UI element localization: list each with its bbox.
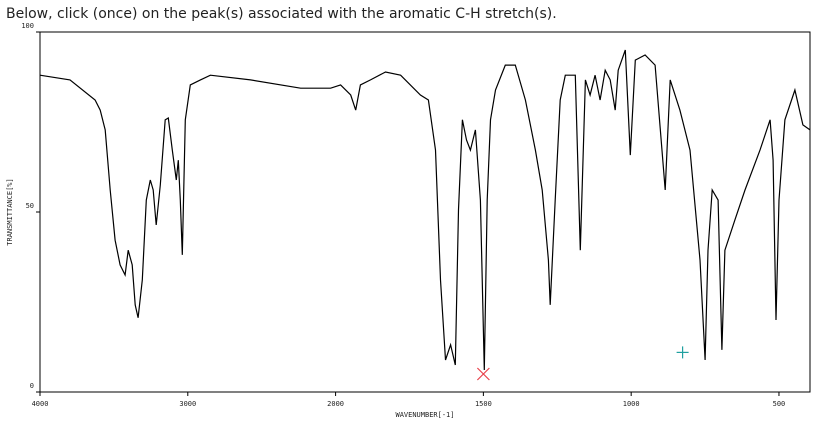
click-marker[interactable] bbox=[676, 346, 689, 359]
y-tick-label: 0 bbox=[30, 382, 34, 390]
y-axis-label: TRANSMITTANCE[%] bbox=[6, 178, 14, 245]
x-tick-label: 4000 bbox=[32, 400, 49, 408]
y-tick-label: 100 bbox=[21, 22, 34, 30]
x-tick-label: 1000 bbox=[623, 400, 640, 408]
spectrum-line bbox=[39, 49, 811, 371]
y-tick-label: 50 bbox=[26, 202, 34, 210]
x-tick-label: 3000 bbox=[179, 400, 196, 408]
click-marker[interactable] bbox=[476, 367, 490, 381]
x-tick-label: 500 bbox=[773, 400, 786, 408]
question: Below, click (once) on the peak(s) assoc… bbox=[6, 6, 557, 22]
x-tick-label: 1500 bbox=[475, 400, 492, 408]
x-tick-label: 2000 bbox=[327, 400, 344, 408]
marker-stroke bbox=[476, 367, 490, 381]
x-axis-label: WAVENUMBER[-1] bbox=[395, 411, 454, 419]
